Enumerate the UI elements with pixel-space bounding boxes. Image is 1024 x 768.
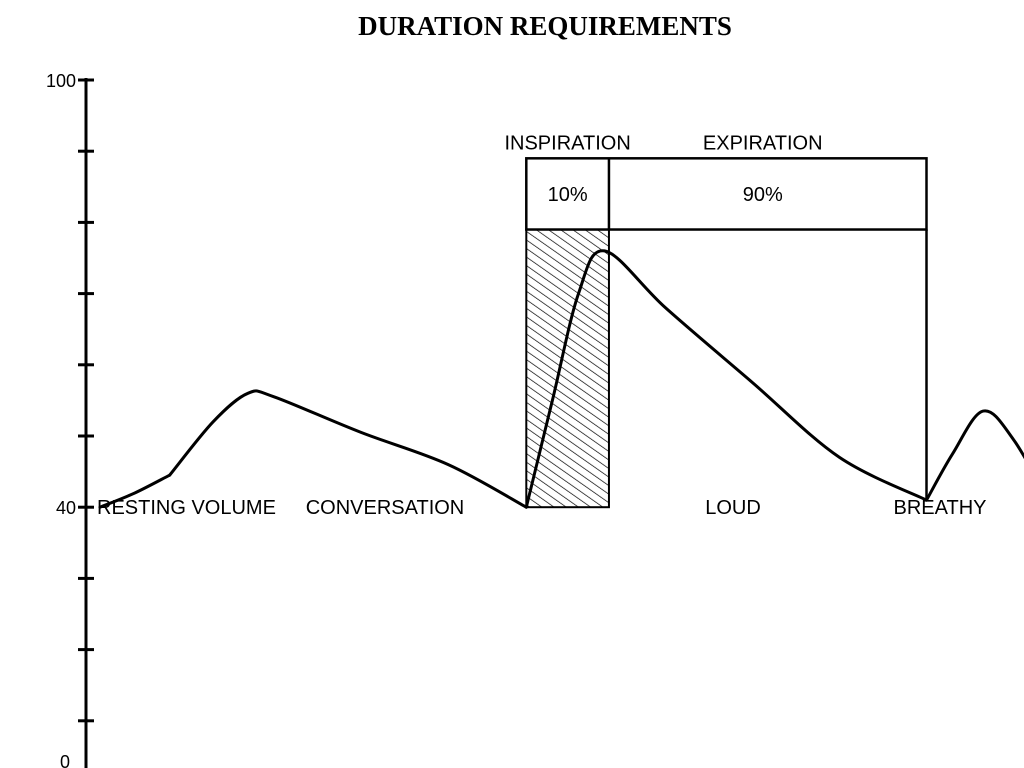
label-resting-volume: RESTING VOLUME (97, 497, 276, 519)
expiration-percent: 90% (743, 184, 783, 206)
chart-title: DURATION REQUIREMENTS (358, 11, 732, 41)
curve-conversation (168, 389, 528, 509)
volume-curves (98, 249, 1024, 509)
y-axis-ticks (78, 78, 94, 723)
inspiration-hatched-region (525, 228, 610, 509)
label-loud: LOUD (705, 497, 761, 519)
curve-loud (524, 249, 928, 509)
label-breathy: BREATHY (894, 497, 987, 519)
duration-header-box (525, 157, 928, 231)
y-tick-label-40: 40 (56, 498, 76, 518)
curve-breathy (925, 409, 1024, 502)
expiration-label: EXPIRATION (703, 132, 823, 154)
inspiration-percent: 10% (548, 184, 588, 206)
y-tick-label-100: 100 (46, 71, 76, 91)
curve-resting-volume (98, 473, 172, 509)
inspiration-label: INSPIRATION (504, 132, 630, 154)
label-conversation: CONVERSATION (306, 497, 465, 519)
y-tick-label-0: 0 (60, 752, 70, 768)
